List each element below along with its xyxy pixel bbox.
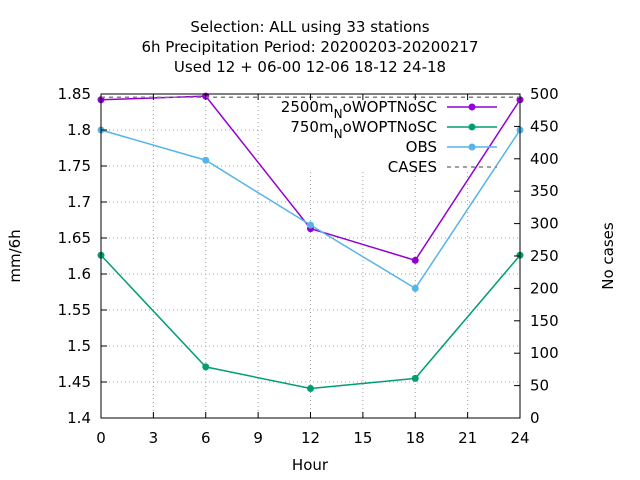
grid (101, 94, 520, 418)
x-tick-label: 9 (253, 429, 263, 447)
y2-tick-label: 400 (530, 150, 559, 168)
y-tick-label: 1.55 (58, 301, 91, 319)
title-line-1: Selection: ALL using 33 stations (190, 18, 429, 36)
y-tick-label: 1.4 (67, 409, 91, 427)
data-point (411, 374, 419, 382)
series-layer (97, 92, 524, 392)
data-point (411, 256, 419, 264)
data-point (307, 384, 314, 392)
y2-tick-label: 150 (530, 312, 559, 330)
legend-marker (468, 123, 476, 131)
y2-tick-label: 250 (530, 247, 559, 265)
x-tick-label: 15 (353, 429, 372, 447)
x-axis-label: Hour (292, 456, 329, 474)
y-tick-label: 1.5 (67, 337, 91, 355)
y-tick-label: 1.6 (67, 265, 91, 283)
x-tick-label: 0 (96, 429, 106, 447)
title-line-2: 6h Precipitation Period: 20200203-202002… (141, 38, 478, 56)
y2-tick-label: 350 (530, 182, 559, 200)
y-axis-label: mm/6h (6, 229, 24, 282)
y-tick-label: 1.65 (58, 229, 91, 247)
chart-title: Selection: ALL using 33 stations 6h Prec… (141, 18, 478, 76)
y-tick-label: 1.85 (58, 85, 91, 103)
y2-axis-label: No cases (599, 222, 617, 290)
legend-marker (468, 143, 476, 151)
legend-label: 750mNoWOPTNoSC (290, 118, 437, 141)
x-tick-label: 21 (458, 429, 477, 447)
x-tick-label: 24 (510, 429, 529, 447)
data-point (307, 221, 314, 229)
y-tick-label: 1.45 (58, 373, 91, 391)
legend-label: CASES (388, 158, 437, 176)
data-point (202, 156, 210, 164)
y-tick-label: 1.75 (58, 157, 91, 175)
title-line-3: Used 12 + 06-00 12-06 18-12 24-18 (174, 58, 446, 76)
legend-marker (468, 103, 476, 111)
data-point (411, 284, 419, 292)
y-tick-label: 1.8 (67, 121, 91, 139)
y2-tick-label: 0 (530, 409, 540, 427)
data-point (202, 363, 210, 371)
x-tick-label: 12 (301, 429, 320, 447)
x-tick-label: 3 (149, 429, 159, 447)
y2-tick-label: 100 (530, 344, 559, 362)
legend-label: OBS (406, 138, 437, 156)
y2-tick-label: 500 (530, 85, 559, 103)
x-tick-label: 18 (406, 429, 425, 447)
y2-tick-label: 50 (530, 377, 549, 395)
y2-tick-label: 200 (530, 279, 559, 297)
legend-label: 2500mNoWOPTNoSC (281, 98, 437, 121)
x-tick-label: 6 (201, 429, 211, 447)
y-tick-label: 1.7 (67, 193, 91, 211)
y2-tick-label: 450 (530, 117, 559, 135)
ticks: 0 3 6 9 12 15 18 21 24 1.4 1.45 1.5 1.55 1.6 1.65 1.7 1.… (58, 85, 559, 447)
y2-tick-label: 300 (530, 215, 559, 233)
